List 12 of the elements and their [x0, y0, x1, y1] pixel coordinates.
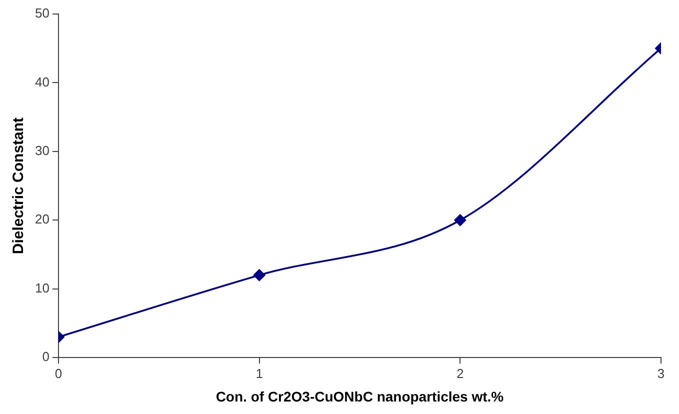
x-tick-label: 1: [256, 366, 263, 381]
x-tick-label: 2: [456, 366, 464, 381]
x-axis-title: Con. of Cr2O3-CuONbC nanoparticles wt.%: [216, 388, 504, 404]
y-tick-label: 0: [42, 349, 50, 364]
y-tick-label: 30: [34, 143, 50, 158]
x-tick-label: 0: [54, 366, 62, 381]
y-axis-title: Dielectric Constant: [10, 117, 28, 254]
y-tick-label: 10: [34, 280, 50, 296]
x-tick-label: 3: [657, 366, 665, 381]
y-tick-label: 20: [34, 212, 50, 227]
y-tick-label: 40: [34, 74, 50, 90]
y-tick-label: 50: [34, 6, 50, 21]
